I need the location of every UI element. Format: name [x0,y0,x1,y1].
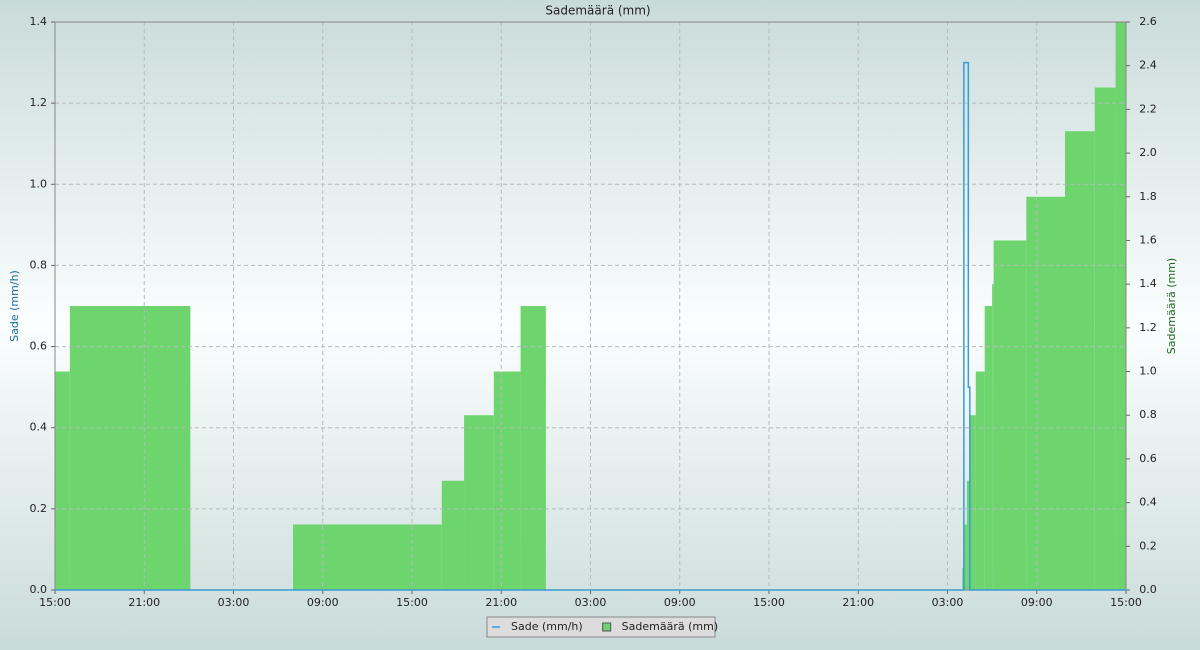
bar [992,284,994,590]
y-tick-label: 1.4 [30,15,48,28]
y2-tick-label: 0.2 [1139,539,1157,552]
x-tick-label: 21:00 [842,596,874,609]
y2-tick-label: 2.0 [1139,146,1157,159]
bar [464,415,494,590]
bar [963,524,967,590]
bar [966,480,970,590]
bar [69,306,191,590]
bar [520,306,546,590]
y-tick-label: 0.0 [30,583,48,596]
y-tick-label: 1.0 [30,177,48,190]
x-tick-label: 03:00 [218,596,250,609]
line [55,61,1126,591]
y-tick-label: 1.2 [30,96,48,109]
x-tick-label: 21:00 [485,596,517,609]
chart-title: Sademäärä (mm) [545,4,650,18]
y-axis-label: Sade (mm/h) [8,270,21,342]
legend-label: Sademäärä (mm) [622,620,718,633]
bar [993,240,1027,590]
y2-tick-label: 0.8 [1139,408,1157,421]
x-tick-label: 03:00 [575,596,607,609]
x-tick-label: 15:00 [39,596,71,609]
bar [1026,196,1066,590]
x-tick-label: 09:00 [307,596,339,609]
y2-tick-label: 0.4 [1139,496,1157,509]
y2-tick-label: 2.6 [1139,15,1157,28]
bar [293,524,442,590]
legend-label: Sade (mm/h) [511,620,583,633]
y-tick-label: 0.4 [30,421,48,434]
y-tick-label: 0.8 [30,258,48,271]
bar [55,371,70,590]
legend [486,616,716,638]
y2-tick-label: 1.6 [1139,233,1157,246]
y2-tick-label: 0.6 [1139,452,1157,465]
y-tick-label: 0.2 [30,502,48,515]
y2-tick-label: 2.2 [1139,102,1157,115]
x-tick-label: 21:00 [128,596,160,609]
bar [1094,87,1116,591]
bar [1115,22,1126,590]
y2-tick-label: 0.0 [1139,583,1157,596]
legend-swatch [602,622,612,632]
bar [1065,131,1095,590]
y2-tick-label: 2.4 [1139,59,1157,72]
y2-tick-label: 1.4 [1139,277,1157,290]
y2-axis-label: Sademäärä (mm) [1165,258,1178,354]
x-tick-label: 15:00 [1110,596,1142,609]
x-tick-label: 09:00 [1021,596,1053,609]
bar [984,306,993,590]
x-tick-label: 15:00 [753,596,785,609]
x-tick-label: 09:00 [664,596,696,609]
bar [969,415,976,590]
bar [441,480,465,590]
x-tick-label: 15:00 [396,596,428,609]
bar [975,371,985,590]
y2-tick-label: 1.8 [1139,190,1157,203]
y2-tick-label: 1.2 [1139,321,1157,334]
x-tick-label: 03:00 [932,596,964,609]
bar [493,371,521,590]
y2-tick-label: 1.0 [1139,365,1157,378]
y-tick-label: 0.6 [30,340,48,353]
plot-area [54,21,1127,591]
